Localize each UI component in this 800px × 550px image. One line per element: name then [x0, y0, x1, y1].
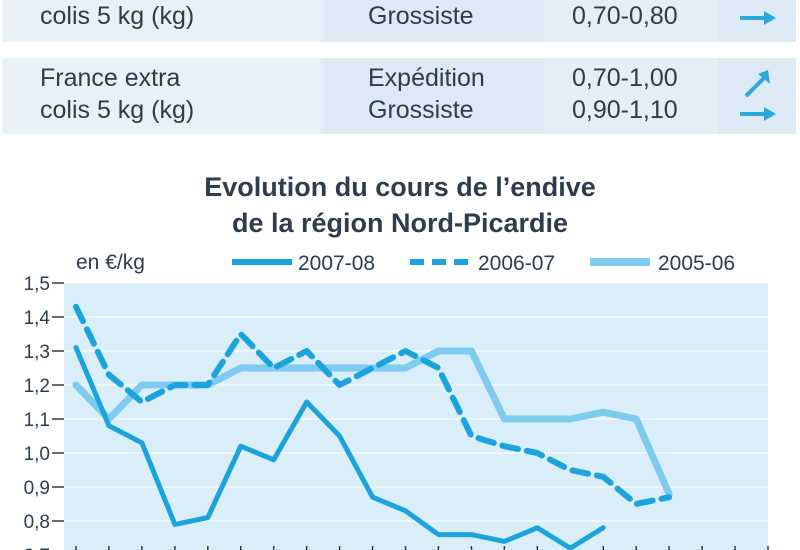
stage-label: Grossiste: [368, 96, 474, 124]
trend-up-icon: [744, 70, 770, 98]
legend-label-2007-08: 2007-08: [298, 252, 375, 275]
chart-title-line1: Evolution du cours de l’endive: [204, 172, 596, 202]
stage-label: Grossiste: [368, 2, 474, 30]
plot-area: [64, 283, 768, 550]
y-axis: 1,5 1,4 1,3 1,2 1,1 1,0 0,9 0,8 0,7: [24, 274, 64, 550]
y-tick-label: 1,5: [24, 274, 50, 295]
price-table: colis 5 kg (kg) Grossiste 0,70-0,80 Fran…: [0, 0, 800, 140]
legend-label-2006-07: 2006-07: [478, 252, 555, 275]
y-tick-label: 1,4: [24, 308, 51, 329]
y-tick-label: 1,0: [24, 444, 50, 465]
stage-label: Expédition: [368, 64, 485, 92]
unit-label: en €/kg: [76, 251, 145, 274]
price-range: 0,70-1,00: [572, 64, 678, 92]
trend-stable-icon: [740, 11, 776, 25]
series-layer: [72, 303, 673, 550]
table-row: colis 5 kg (kg) Grossiste 0,70-0,80: [2, 0, 796, 42]
y-tick-label: 0,7: [24, 546, 50, 550]
product-label: France extra: [40, 64, 181, 92]
y-tick-label: 0,9: [24, 478, 50, 499]
legend-label-2005-06: 2005-06: [658, 252, 735, 275]
y-tick-label: 0,8: [24, 512, 50, 533]
y-tick-label: 1,2: [24, 376, 50, 397]
y-tick-label: 1,3: [24, 342, 50, 363]
price-range: 0,70-0,80: [572, 2, 678, 30]
y-tick-label: 1,1: [24, 410, 50, 431]
table-row: France extra colis 5 kg (kg) Expédition …: [2, 58, 796, 134]
product-label: colis 5 kg (kg): [40, 96, 195, 124]
legend: 2007-08 2006-07 2005-06: [232, 252, 735, 275]
price-range: 0,90-1,10: [572, 96, 678, 124]
trend-stable-icon: [740, 107, 776, 121]
chart-title-line2: de la région Nord-Picardie: [232, 208, 568, 238]
product-label: colis 5 kg (kg): [40, 2, 195, 30]
